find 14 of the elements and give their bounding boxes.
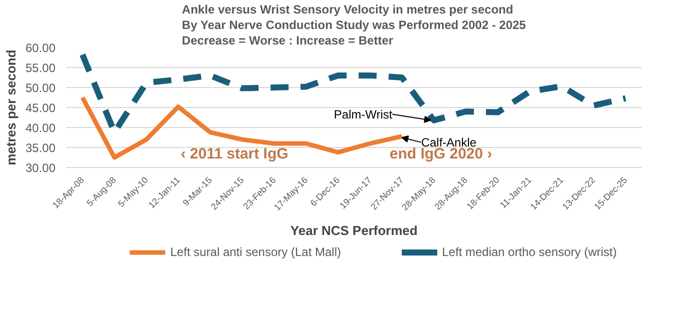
y-axis-title: metres per second: [3, 50, 18, 166]
annotation: ‹ 2011 start IgG: [180, 146, 288, 163]
y-tick-label: 40.00: [25, 121, 56, 135]
y-tick-label: 60.00: [25, 41, 56, 55]
y-tick-label: 35.00: [25, 141, 56, 155]
y-tick-label: 50.00: [25, 81, 56, 95]
legend-label: Left sural anti sensory (Lat Mall): [170, 245, 342, 259]
legend-label: Left median ortho sensory (wrist): [442, 245, 617, 259]
y-tick-label: 55.00: [25, 61, 56, 75]
y-tick-label: 30.00: [25, 161, 56, 175]
x-axis-title: Year NCS Performed: [290, 222, 418, 238]
y-tick-label: 45.00: [25, 101, 56, 115]
chart-title: Ankle versus Wrist Sensory Velocity in metres per second By Year Nerve Conduction Study was Performed 2002 - 2025 Decrease = Worse : Increase = Better: [182, 2, 526, 48]
annotation: Palm-Wrist: [334, 107, 393, 122]
